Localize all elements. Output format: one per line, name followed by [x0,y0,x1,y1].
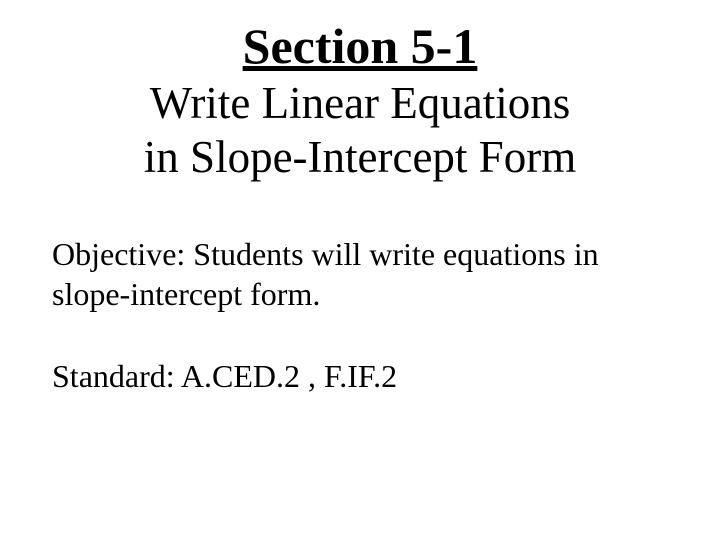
body-content: Objective: Students will write equations… [50,234,670,398]
slide-container: Section 5-1 Write Linear Equations in Sl… [0,0,720,540]
subtitle-line-2: in Slope-Intercept Form [50,130,670,184]
section-title: Section 5-1 [50,18,670,76]
title-block: Section 5-1 Write Linear Equations in Sl… [50,18,670,184]
subtitle-line-1: Write Linear Equations [50,76,670,130]
standard-text: Standard: A.CED.2 , F.IF.2 [52,356,670,398]
objective-text: Objective: Students will write equations… [52,234,670,314]
